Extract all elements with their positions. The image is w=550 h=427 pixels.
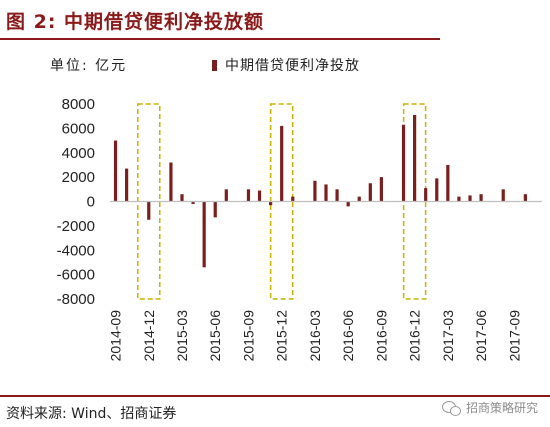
y-tick-label: -4000 (57, 242, 95, 259)
watermark-text: 招商策略研究 (465, 401, 538, 415)
wechat-icon (441, 400, 462, 416)
y-tick-label: 2000 (62, 169, 95, 186)
y-tick-label: 4000 (62, 145, 95, 162)
bar-chart: -8000 -6000 -4000 -2000 0 2000 4000 6000 8000 201… (57, 96, 542, 362)
bar (401, 124, 406, 202)
x-tick-label: 2014-09 (108, 310, 124, 362)
bar (335, 189, 339, 202)
x-tick-label: 2016-06 (340, 310, 356, 362)
legend-label: 中期借贷便利净投放 (225, 58, 360, 74)
bar (269, 201, 273, 206)
y-tick-label: -2000 (57, 218, 95, 235)
bar (346, 201, 350, 207)
x-tick-label: 2017-06 (473, 310, 489, 362)
y-tick-label: 8000 (62, 96, 95, 113)
bar (246, 189, 251, 202)
x-tick-label: 2016-12 (407, 310, 423, 362)
bar (280, 125, 284, 202)
bar (147, 201, 151, 220)
bar (169, 162, 173, 202)
bar (457, 196, 461, 202)
bar (202, 201, 206, 268)
watermark: 招商策略研究 (441, 399, 538, 416)
title-bar: 图 2: 中期借贷便利净投放额 (0, 0, 550, 40)
bar (324, 184, 328, 202)
bar (180, 194, 184, 202)
x-tick-label: 2017-09 (506, 310, 522, 362)
y-tick-label: 0 (87, 194, 95, 211)
x-tick-label: 2015-09 (240, 310, 256, 362)
bar (501, 189, 505, 202)
chart-title: 图 2: 中期借贷便利净投放额 (6, 10, 265, 33)
y-tick-label: -8000 (57, 291, 95, 308)
bar (213, 201, 217, 218)
bar (113, 140, 118, 202)
legend-swatch (212, 59, 217, 71)
y-tick-label: -6000 (57, 267, 95, 284)
source-bar: 资料来源: Wind、招商证券 招商策略研究 (0, 395, 550, 427)
bar (125, 168, 129, 202)
bar (424, 188, 428, 202)
bar (224, 189, 228, 202)
bar (291, 196, 295, 202)
bar (479, 194, 483, 202)
source-text: 资料来源: Wind、招商证券 (6, 406, 177, 422)
bar (468, 195, 472, 202)
legend: 中期借贷便利净投放 (212, 55, 360, 75)
bar (413, 114, 417, 202)
bar (523, 194, 527, 202)
y-tick-label: 6000 (62, 120, 95, 137)
bar (257, 190, 262, 202)
bar (357, 196, 361, 202)
x-tick-label: 2016-03 (307, 310, 323, 362)
bar (191, 201, 195, 204)
unit-label: 单位: 亿元 (50, 58, 128, 74)
bar (313, 180, 317, 202)
bar (435, 178, 439, 202)
bar (446, 164, 450, 202)
x-tick-label: 2017-03 (440, 310, 456, 362)
bar (368, 183, 372, 202)
x-tick-label: 2014-12 (141, 310, 157, 362)
x-tick-label: 2015-03 (174, 310, 190, 362)
bar (379, 177, 383, 202)
x-tick-label: 2015-06 (207, 310, 223, 362)
x-tick-label: 2015-12 (274, 310, 290, 362)
title-rule (0, 38, 440, 40)
x-tick-label: 2016-09 (373, 310, 389, 362)
